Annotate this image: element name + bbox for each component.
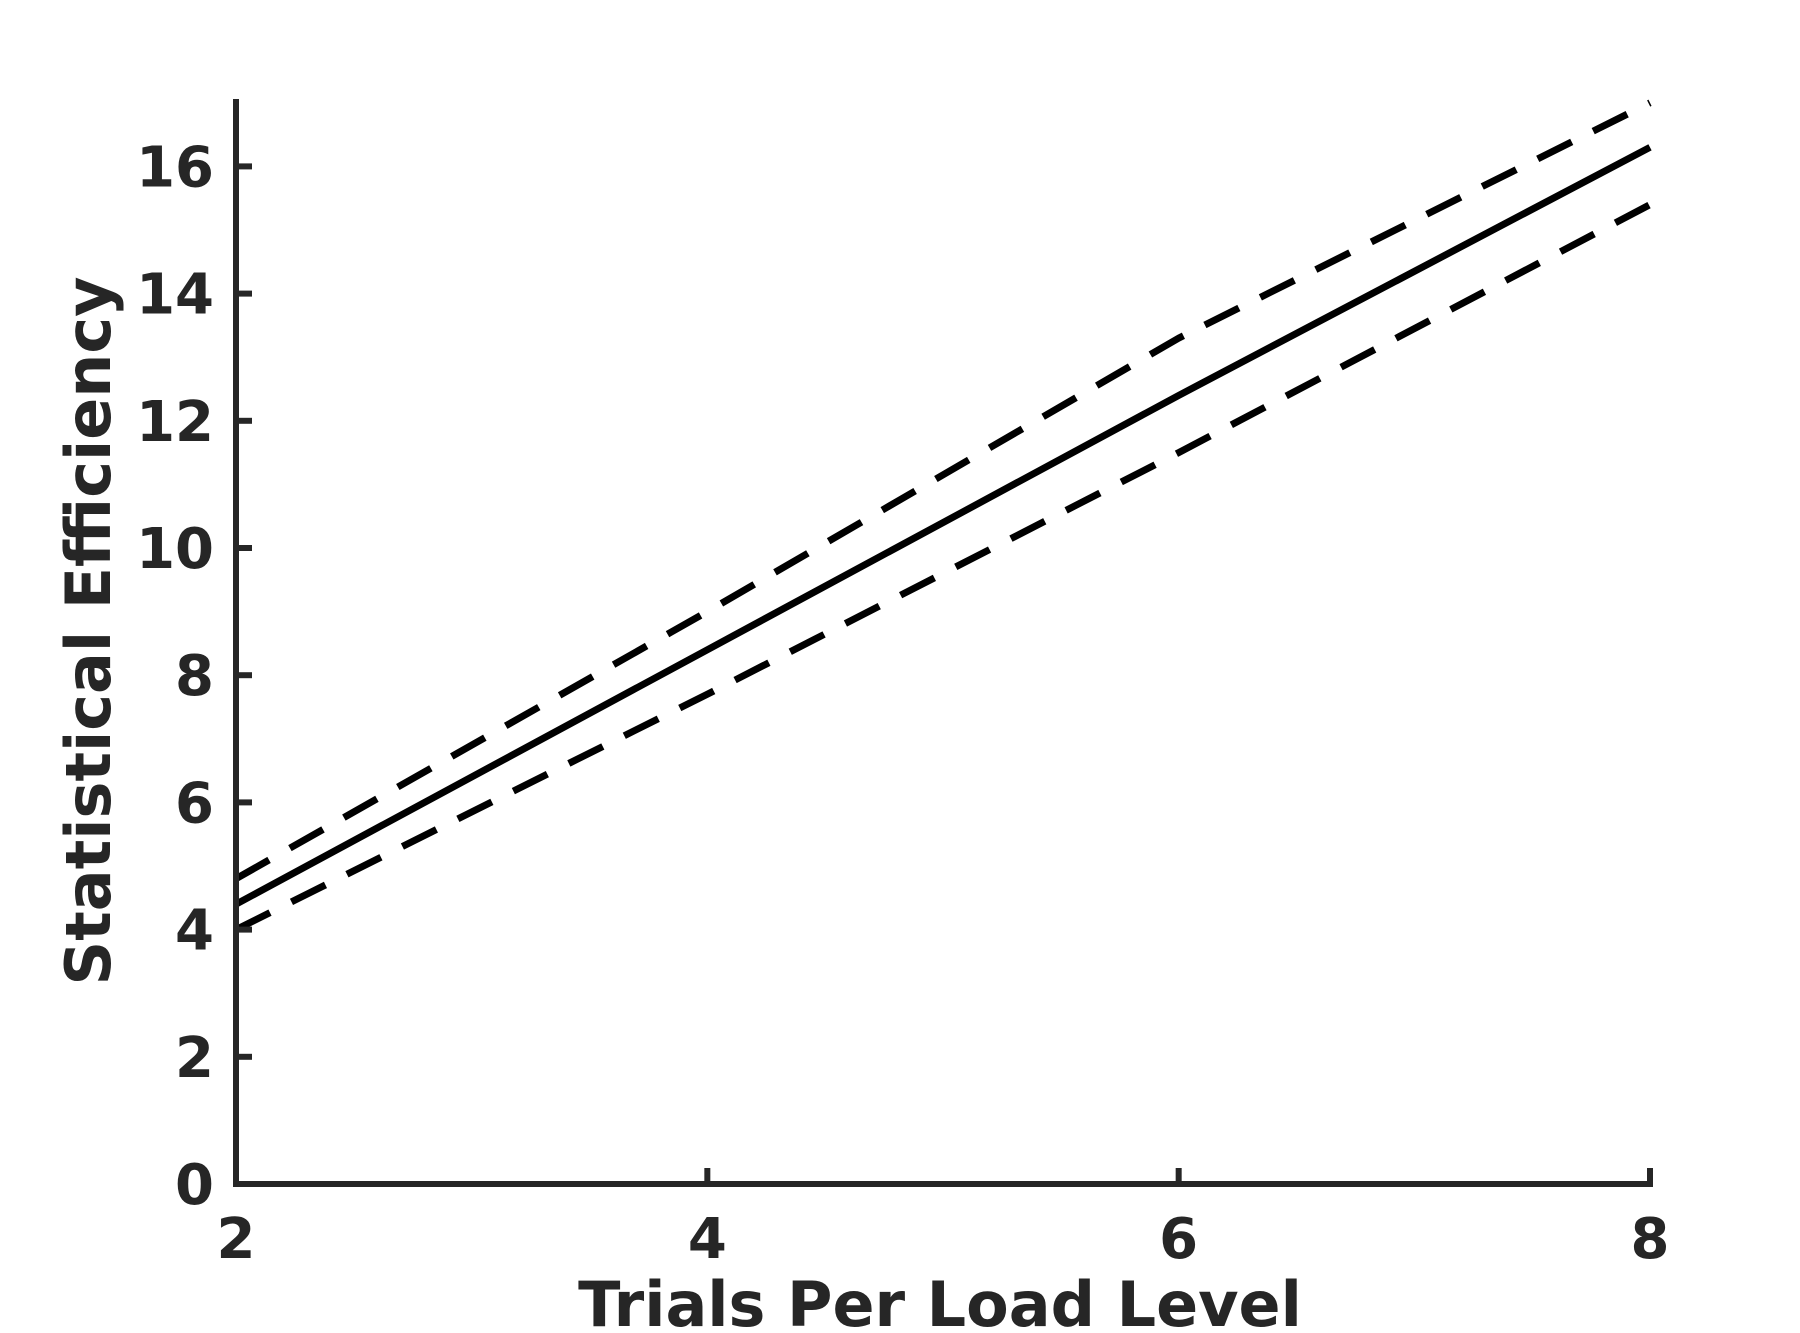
- x-tick-label: 4: [688, 1207, 727, 1272]
- solid-series-line-1: [234, 144, 1652, 908]
- y-tick-label: 14: [136, 263, 214, 328]
- y-tick-label: 0: [175, 1153, 214, 1218]
- x-axis-title: Trials Per Load Level: [578, 1268, 1302, 1333]
- y-tick-label: 12: [136, 390, 214, 455]
- y-tick-label: 4: [175, 899, 214, 964]
- y-tick-label: 2: [175, 1026, 214, 1091]
- x-tick-label: 8: [1631, 1207, 1670, 1272]
- series-layer: [234, 99, 1652, 933]
- axes: [233, 99, 1653, 1187]
- dashed-series-line-0: [234, 99, 1652, 882]
- x-tick-label: 2: [217, 1207, 256, 1272]
- y-tick-label: 16: [136, 135, 214, 200]
- dashed-series-line-2: [234, 201, 1652, 933]
- x-tick-label: 6: [1159, 1207, 1198, 1272]
- y-tick-label: 6: [175, 771, 214, 836]
- y-tick-label: 10: [136, 517, 214, 582]
- y-axis-title: Statistical Efficiency: [52, 276, 125, 985]
- y-tick-label: 8: [175, 644, 214, 709]
